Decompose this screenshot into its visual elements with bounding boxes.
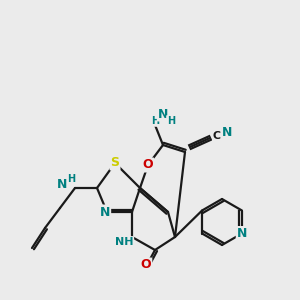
Text: S: S bbox=[110, 157, 119, 169]
Text: O: O bbox=[141, 259, 151, 272]
Text: N: N bbox=[57, 178, 67, 191]
Text: N: N bbox=[100, 206, 110, 218]
Text: N: N bbox=[237, 227, 247, 240]
Text: H: H bbox=[67, 174, 75, 184]
Text: H: H bbox=[151, 116, 159, 126]
Text: H: H bbox=[167, 116, 175, 126]
Text: N: N bbox=[222, 127, 232, 140]
Text: NH: NH bbox=[115, 237, 133, 247]
Text: C: C bbox=[213, 131, 221, 141]
Text: O: O bbox=[143, 158, 153, 172]
Text: N: N bbox=[158, 107, 168, 121]
